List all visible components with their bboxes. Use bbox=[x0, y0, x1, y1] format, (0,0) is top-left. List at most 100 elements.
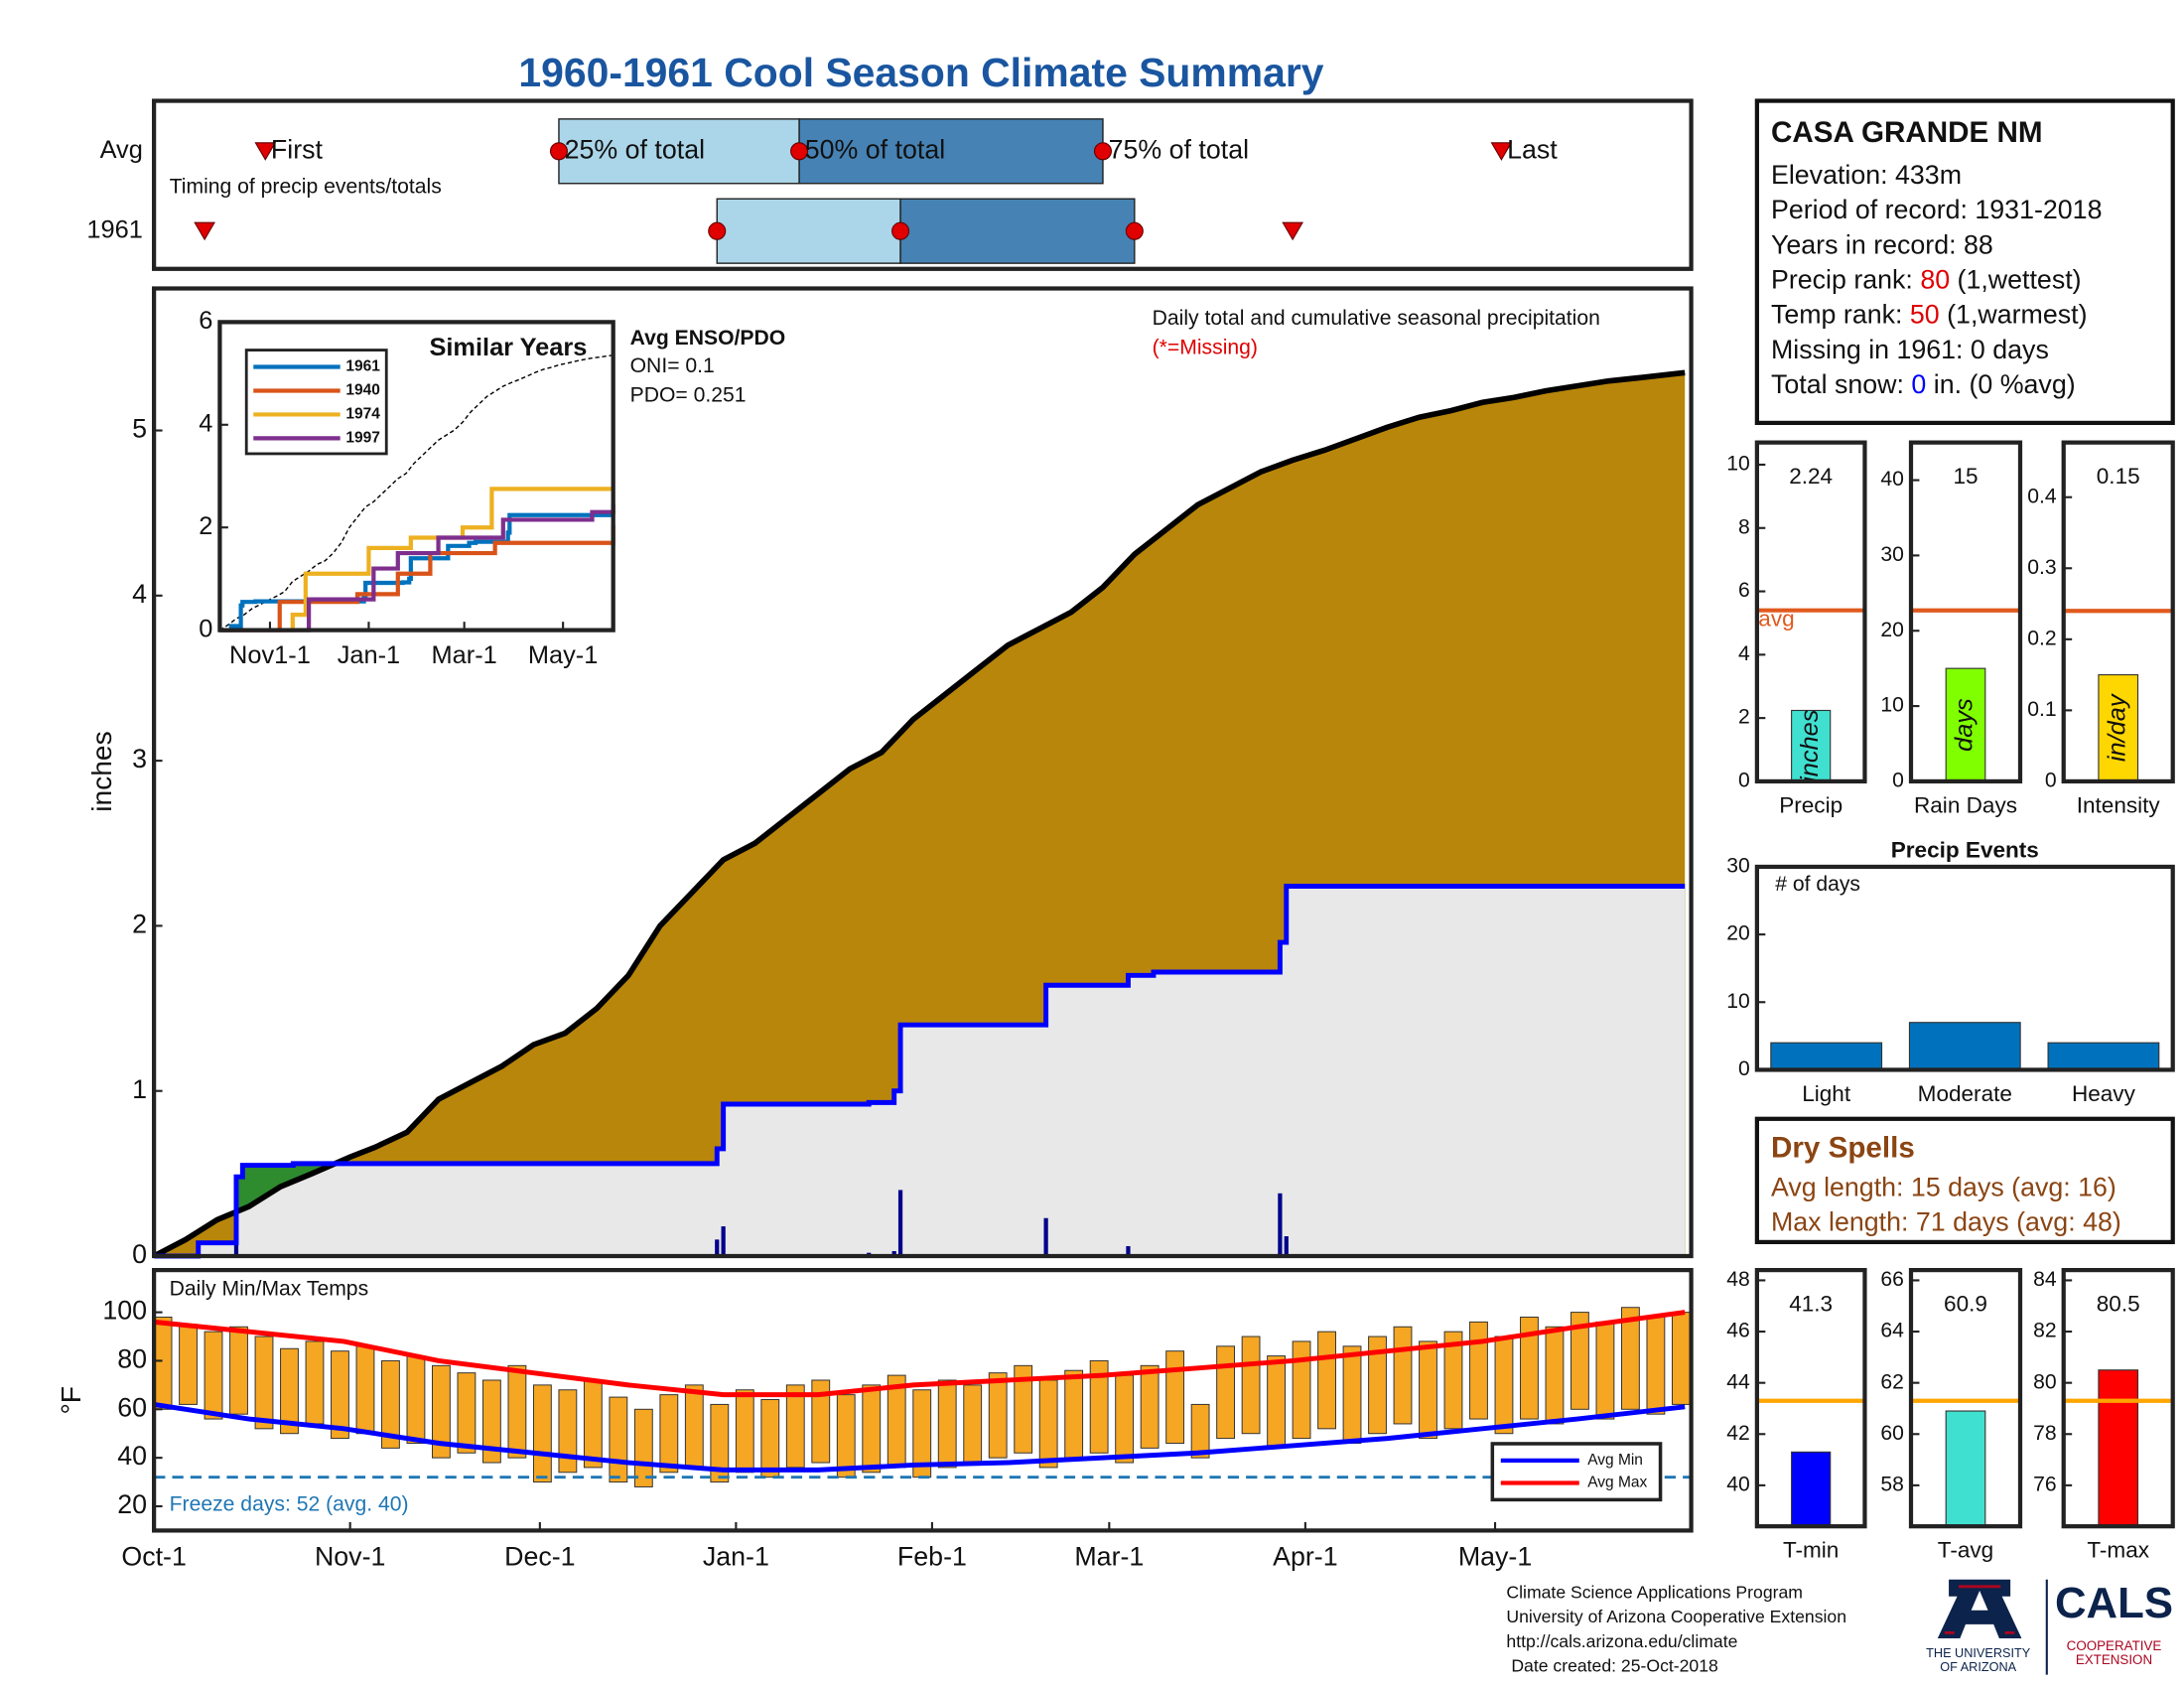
total-marker bbox=[790, 142, 809, 161]
legend-box bbox=[1490, 1442, 1663, 1502]
y-tick-label: 2 bbox=[1738, 706, 1750, 729]
temp-range-bar bbox=[457, 1372, 477, 1454]
y-tick-label: 10 bbox=[1726, 453, 1750, 476]
cals-subtitle: EXTENSION bbox=[2076, 1652, 2152, 1667]
y-tick-label: 0 bbox=[1738, 1057, 1750, 1080]
y-tick-label: 82 bbox=[2033, 1320, 2057, 1342]
info-suffix: (1,wettest) bbox=[1950, 265, 2081, 295]
y-axis-label: °F bbox=[55, 1386, 86, 1415]
y-tick-label: 20 bbox=[1880, 619, 1904, 641]
y-tick-label: 5 bbox=[132, 414, 147, 444]
panel-title: Precip Events bbox=[1891, 837, 2039, 862]
footer-line: http://cals.arizona.edu/climate bbox=[1506, 1631, 1737, 1651]
temp-range-bar bbox=[1368, 1336, 1387, 1435]
daily-precip-bar bbox=[1043, 1217, 1048, 1257]
y-tick-label: 10 bbox=[1726, 990, 1750, 1013]
value-label: 41.3 bbox=[1789, 1291, 1833, 1316]
temp-range-bar bbox=[1241, 1336, 1261, 1435]
frame bbox=[217, 320, 615, 633]
category-label: T-max bbox=[2087, 1538, 2149, 1563]
daily-precip-bar bbox=[1126, 1246, 1131, 1257]
temp-range-bar bbox=[1419, 1340, 1437, 1440]
y-tick-label: 76 bbox=[2033, 1473, 2057, 1495]
year-line bbox=[219, 503, 615, 633]
y-tick-label: 4 bbox=[1738, 642, 1750, 665]
legend-label: 1940 bbox=[345, 382, 379, 399]
category-label: T-min bbox=[1783, 1538, 1839, 1563]
info-label: Temp rank: bbox=[1771, 300, 1910, 330]
y-tick-label: 1 bbox=[132, 1074, 147, 1104]
bar bbox=[1908, 1022, 2021, 1071]
temp-range-bar bbox=[331, 1350, 349, 1440]
temp-range-bar bbox=[1190, 1403, 1210, 1459]
temp-range-bar bbox=[811, 1379, 831, 1464]
point-label: 75% of total bbox=[1109, 134, 1249, 164]
temp-range-bar bbox=[659, 1394, 679, 1474]
temp-range-bar bbox=[507, 1364, 527, 1459]
temp-range-bar bbox=[1317, 1331, 1336, 1430]
station-info: Elevation: 433m bbox=[1771, 160, 1962, 190]
y-tick-label: 6 bbox=[199, 307, 212, 335]
temp-range-bar bbox=[836, 1394, 856, 1478]
bar bbox=[1945, 667, 1986, 782]
y-tick-label: 84 bbox=[2033, 1268, 2057, 1291]
temp-range-bar bbox=[633, 1408, 653, 1487]
y-tick-label: 0.4 bbox=[2027, 485, 2057, 507]
season-area bbox=[154, 886, 1686, 1257]
y-axis-label: inches bbox=[85, 731, 117, 811]
category-label: T-avg bbox=[1938, 1538, 1993, 1563]
inset-title: Similar Years bbox=[429, 334, 587, 361]
y-tick-label: 42 bbox=[1726, 1422, 1750, 1445]
total-marker bbox=[708, 221, 727, 240]
page-title: 1960-1961 Cool Season Climate Summary bbox=[518, 50, 1323, 95]
event-marker bbox=[194, 221, 215, 241]
y-tick-label: 80 bbox=[117, 1344, 147, 1374]
station-info: Period of record: 1931-2018 bbox=[1771, 195, 2103, 224]
y-tick-label: 78 bbox=[2033, 1422, 2057, 1445]
category-label: Intensity bbox=[2077, 792, 2161, 817]
point-label: Last bbox=[1507, 134, 1558, 164]
legend-label: Avg Min bbox=[1587, 1452, 1643, 1469]
temp-range-bar bbox=[963, 1384, 983, 1464]
temp-range-bar bbox=[179, 1324, 198, 1405]
frame bbox=[2061, 440, 2175, 784]
info-label: Total snow: bbox=[1771, 369, 1911, 399]
temp-range-bar bbox=[280, 1347, 299, 1435]
category-label: Rain Days bbox=[1914, 792, 2017, 817]
dry-spells-info: Max length: 71 days (avg: 48) bbox=[1771, 1207, 2121, 1237]
x-tick-label: Oct-1 bbox=[121, 1542, 186, 1572]
temp-range-bar bbox=[1646, 1316, 1666, 1415]
x-tick-label: May-1 bbox=[528, 641, 599, 669]
cals-subtitle: COOPERATIVE bbox=[2067, 1638, 2162, 1653]
point-label: First bbox=[271, 134, 324, 164]
temp-range-bar bbox=[355, 1345, 375, 1435]
average-line bbox=[219, 354, 613, 632]
info-value: 0 bbox=[1911, 369, 1926, 399]
y-tick-label: 0 bbox=[2045, 770, 2057, 792]
y-tick-label: 0.2 bbox=[2027, 627, 2056, 649]
year-line bbox=[219, 487, 614, 633]
bar bbox=[2098, 1369, 2139, 1527]
value-label: 0.15 bbox=[2097, 464, 2140, 489]
annotation: (*=Missing) bbox=[1153, 337, 1258, 359]
timing-box bbox=[899, 198, 1136, 264]
temp-range-bar bbox=[937, 1379, 957, 1469]
y-tick-label: 62 bbox=[1880, 1370, 1904, 1393]
timing-box bbox=[716, 198, 901, 264]
info-label: Precip rank: bbox=[1771, 265, 1920, 295]
temp-range-bar bbox=[432, 1364, 451, 1459]
y-tick-label: 20 bbox=[1726, 922, 1750, 945]
timing-box bbox=[558, 118, 800, 185]
temp-range-bar bbox=[204, 1331, 223, 1420]
total-marker bbox=[549, 142, 568, 161]
y-tick-label: 40 bbox=[117, 1441, 147, 1471]
category-label: Heavy bbox=[2072, 1081, 2136, 1106]
cals-logo: CALS bbox=[2055, 1579, 2173, 1627]
x-tick-label: May-1 bbox=[1458, 1542, 1532, 1572]
y-tick-label: 10 bbox=[1880, 694, 1904, 717]
y-tick-label: 2 bbox=[132, 909, 147, 938]
y-tick-label: 4 bbox=[199, 409, 212, 437]
event-marker bbox=[1282, 221, 1303, 241]
y-tick-label: 46 bbox=[1726, 1320, 1750, 1342]
